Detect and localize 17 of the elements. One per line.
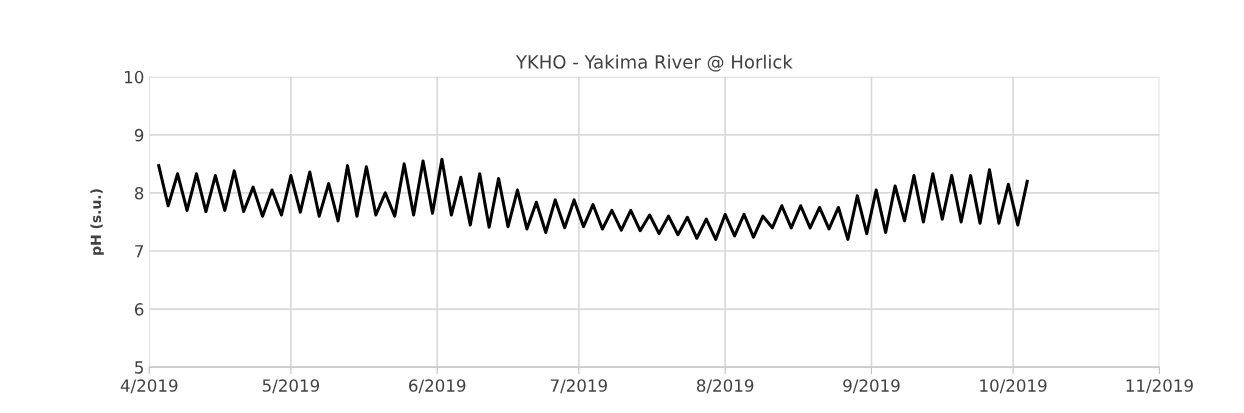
y-tick-label: 8 bbox=[134, 186, 144, 200]
y-tick-label: 7 bbox=[135, 245, 143, 258]
x-tick-label: 8/2019 bbox=[696, 379, 754, 394]
chart-title: YKHO - Yakima River @ Horlick bbox=[515, 54, 793, 72]
x-tick-label: 9/2019 bbox=[843, 379, 900, 394]
y-axis-title: pH (s.u.) bbox=[90, 189, 104, 255]
line-series bbox=[157, 157, 1029, 241]
x-tick-label: 10/2019 bbox=[980, 379, 1047, 394]
y-tick-label: 10 bbox=[125, 70, 144, 84]
x-tick-label: 7/2019 bbox=[550, 379, 607, 394]
y-tick-label: 6 bbox=[134, 303, 144, 316]
x-tick-label: 6/2019 bbox=[409, 379, 466, 394]
x-tick-label: 4/2019 bbox=[120, 379, 178, 394]
y-tick-label: 5 bbox=[135, 361, 143, 374]
x-tick-label: 11/2019 bbox=[1126, 379, 1193, 394]
x-tick-label: 5/2019 bbox=[262, 379, 320, 394]
y-tick-label: 9 bbox=[134, 128, 144, 142]
